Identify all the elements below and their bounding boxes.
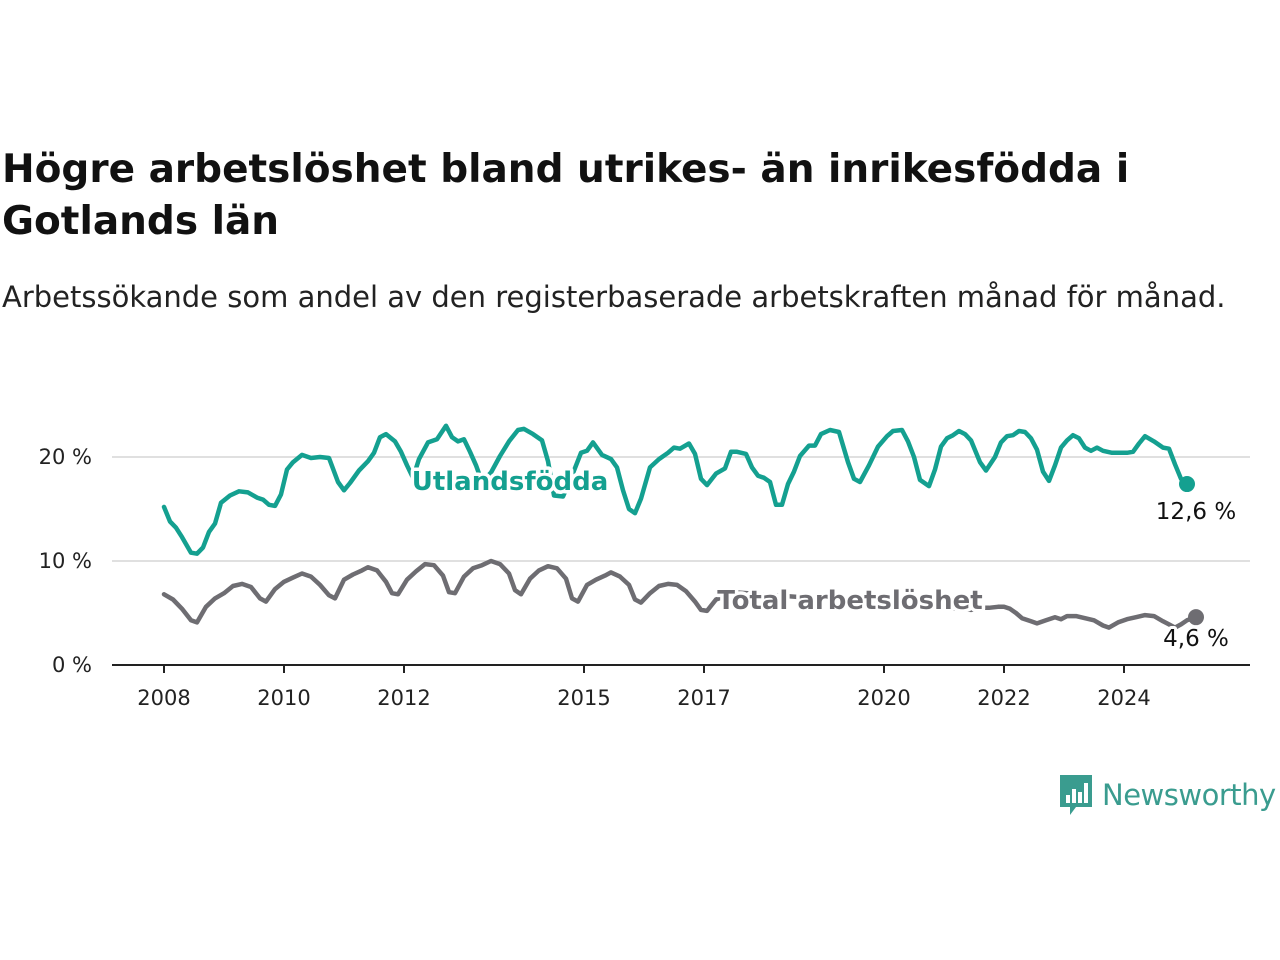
y-tick-label: 20 % bbox=[39, 445, 92, 469]
line-chart: 0 % 10 % 20 % 2008 2010 2012 2015 2017 2020 2022… bbox=[39, 423, 1250, 710]
series-line-total bbox=[161, 558, 1199, 630]
x-axis: 2008 2010 2012 2015 2017 2020 2022 2024 bbox=[112, 664, 1250, 710]
series-label-total: Total arbetslöshet bbox=[717, 586, 982, 616]
end-label-total: 4,6 % bbox=[1163, 626, 1229, 652]
series-lines bbox=[161, 423, 1204, 630]
series-end-point bbox=[1188, 609, 1204, 626]
y-axis: 0 % 10 % 20 % bbox=[39, 445, 92, 677]
x-tick-label: 2015 bbox=[557, 686, 610, 710]
x-tick-label: 2012 bbox=[377, 686, 430, 710]
x-tick-label: 2022 bbox=[977, 686, 1030, 710]
chart-subtitle: Arbetssökande som andel av den registerb… bbox=[2, 280, 1226, 314]
series-label-utlandsfodda-halo: Utlandsfödda bbox=[412, 467, 609, 497]
series-end-point bbox=[1179, 476, 1195, 493]
y-tick-label: 0 % bbox=[52, 653, 92, 677]
y-tick-label: 10 % bbox=[39, 549, 92, 573]
gridlines bbox=[112, 456, 1250, 562]
newsworthy-brand: Newsworthy bbox=[1058, 772, 1276, 818]
end-label-utlandsfodda-halo: 12,6 % bbox=[1156, 499, 1236, 525]
x-tick-label: 2017 bbox=[677, 686, 730, 710]
series-label-total-halo: Total arbetslöshet bbox=[717, 586, 982, 616]
series-line-utlandsfodda bbox=[161, 423, 1190, 556]
x-tick-label: 2010 bbox=[257, 686, 310, 710]
x-tick-label: 2008 bbox=[137, 686, 190, 710]
x-tick-label: 2020 bbox=[857, 686, 910, 710]
end-label-total-halo: 4,6 % bbox=[1163, 626, 1229, 652]
series-label-utlandsfodda: Utlandsfödda bbox=[412, 467, 609, 497]
x-tick-label: 2024 bbox=[1097, 686, 1150, 710]
newsworthy-logo-icon bbox=[1060, 775, 1092, 815]
chart-title: Högre arbetslöshet bland utrikes- än inr… bbox=[2, 147, 1130, 244]
end-label-utlandsfodda: 12,6 % bbox=[1156, 499, 1236, 525]
brand-name: Newsworthy bbox=[1102, 778, 1276, 812]
